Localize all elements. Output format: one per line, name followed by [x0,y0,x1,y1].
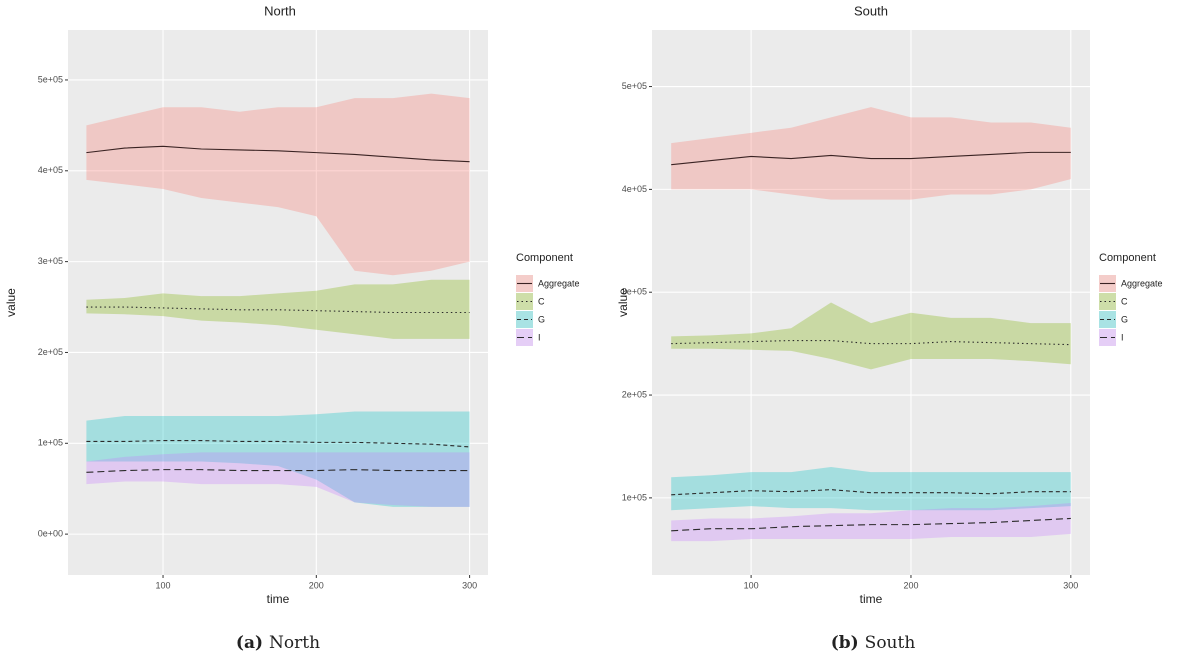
x-tick-label: 200 [903,580,918,590]
mean-line [671,339,1071,346]
y-tick-label: 2e+05 [622,389,647,399]
ribbon [671,302,1071,370]
legend-label: G [538,314,545,324]
ribbon [86,279,470,339]
x-axis-label: time [267,592,290,606]
y-axis-label: value [4,288,18,317]
legend-label: G [1121,314,1128,324]
y-tick-label: 4e+05 [622,184,647,194]
plot-background [68,30,488,575]
legend-label: I [538,332,541,342]
legend-key [516,329,533,346]
legend-key [516,293,533,310]
chart-title: South [854,3,888,18]
ribbon [86,452,470,507]
caption: (a) North [236,633,320,653]
y-tick-label: 3e+05 [622,287,647,297]
caption-label: (a) [236,633,263,653]
ribbon [671,467,1071,511]
y-tick-label: 1e+05 [622,492,647,502]
x-tick-label: 100 [744,580,759,590]
legend-key [1099,329,1116,346]
ribbon [86,93,470,276]
ribbon [671,503,1071,542]
y-tick-label: 5e+05 [622,81,647,91]
caption-label: (b) [831,633,859,653]
x-tick-label: 300 [1063,580,1078,590]
mean-line [671,517,1071,532]
caption-text: North [269,633,320,653]
legend-label: I [1121,332,1124,342]
y-tick-label: 2e+05 [38,347,63,357]
legend-label: Aggregate [1121,278,1163,288]
y-tick-label: 4e+05 [38,165,63,175]
legend-key-bg [516,293,533,310]
y-tick-label: 1e+05 [38,438,63,448]
caption-text: South [865,633,916,653]
mean-line [671,489,1071,496]
ribbon [86,411,470,507]
plot-background [652,30,1090,575]
caption: (b) South [831,633,916,653]
y-tick-label: 0e+00 [38,529,63,539]
chart-title: North [264,3,296,18]
x-tick-label: 100 [156,580,171,590]
legend-label: C [1121,296,1128,306]
legend-key-bg [1099,329,1116,346]
x-axis-label: time [860,592,883,606]
legend-title: Component [1099,252,1156,264]
y-tick-label: 3e+05 [38,256,63,266]
legend-label: Aggregate [538,278,580,288]
x-tick-label: 200 [309,580,324,590]
ribbon [671,107,1071,200]
y-tick-label: 5e+05 [38,74,63,84]
legend-key [1099,293,1116,310]
legend-title: Component [516,252,573,264]
y-axis-label: value [616,288,630,317]
mean-line [86,145,470,163]
legend-label: C [538,296,545,306]
mean-line [86,306,470,314]
mean-line [671,151,1071,166]
mean-line [86,469,470,473]
x-tick-label: 300 [462,580,477,590]
mean-line [86,440,470,448]
legend-key-bg [516,329,533,346]
legend-key-bg [1099,293,1116,310]
